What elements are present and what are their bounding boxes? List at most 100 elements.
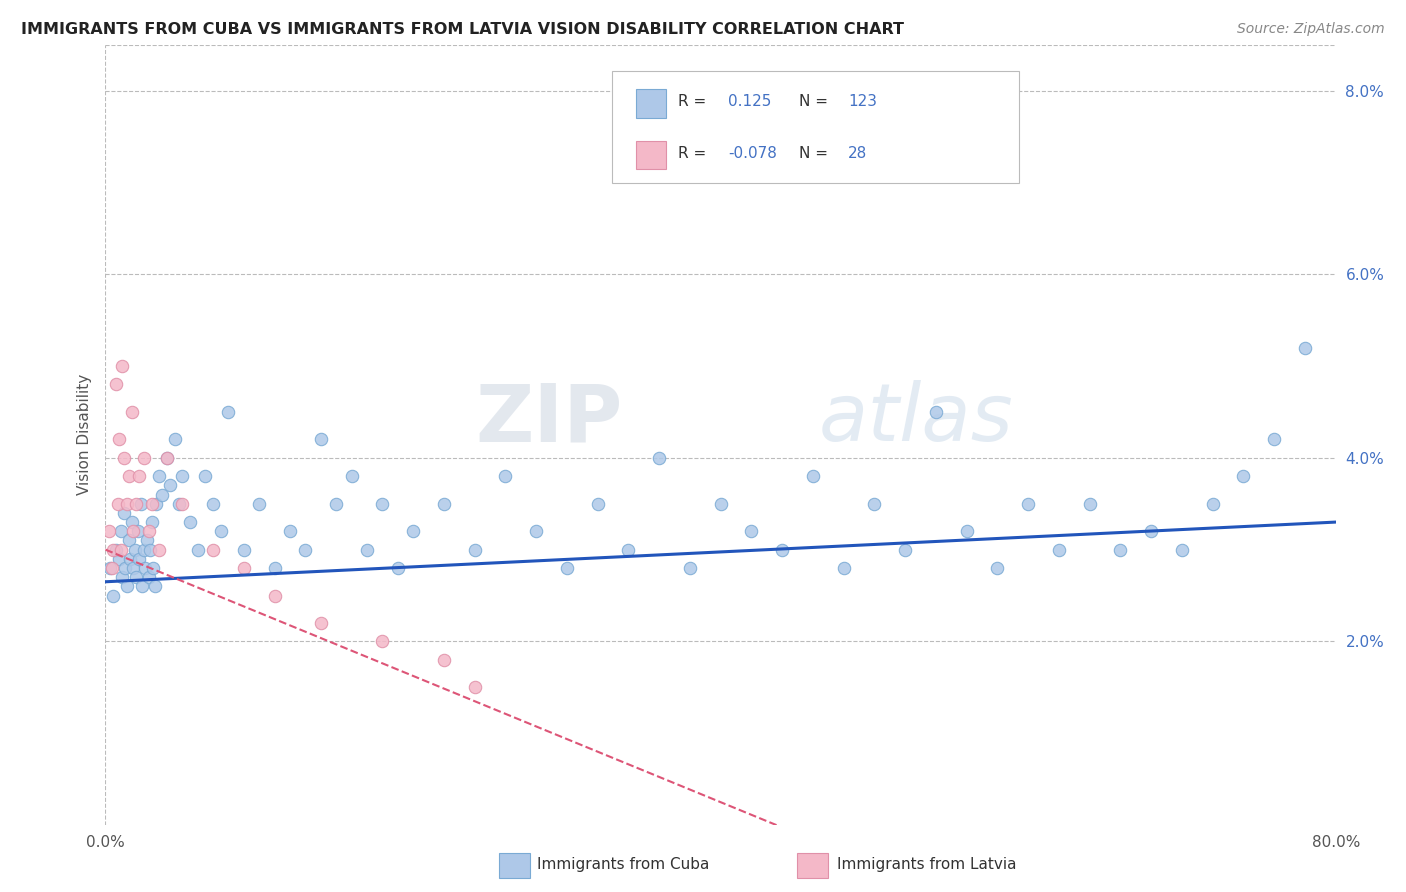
Point [124, 542, 146, 557]
Point [127, 524, 149, 539]
Point [187, 542, 209, 557]
Point [97, 524, 120, 539]
Point [209, 524, 232, 539]
Point [247, 497, 270, 511]
Point [710, 497, 733, 511]
Text: ZIP: ZIP [475, 380, 621, 458]
Point [586, 497, 609, 511]
Point [143, 579, 166, 593]
Point [114, 561, 136, 575]
Text: Source: ZipAtlas.com: Source: ZipAtlas.com [1237, 22, 1385, 37]
Point [120, 551, 141, 566]
Point [122, 561, 145, 575]
Point [232, 542, 254, 557]
Point [150, 487, 173, 501]
Point [111, 570, 134, 584]
Point [832, 561, 855, 575]
Text: 28: 28 [848, 145, 868, 161]
Point [172, 497, 194, 511]
Point [129, 497, 152, 511]
Point [617, 542, 640, 557]
Point [218, 405, 240, 419]
Point [1078, 497, 1101, 511]
Point [679, 561, 702, 575]
Point [115, 497, 138, 511]
Point [1171, 542, 1194, 557]
Point [325, 497, 347, 511]
Point [148, 542, 170, 557]
Point [107, 497, 129, 511]
Point [125, 497, 148, 511]
Point [1263, 433, 1285, 447]
Point [986, 561, 1008, 575]
Point [138, 524, 160, 539]
Point [98, 561, 121, 575]
Point [121, 515, 143, 529]
Point [132, 542, 155, 557]
Point [555, 561, 578, 575]
Point [1017, 497, 1039, 511]
Point [925, 405, 948, 419]
Point [371, 497, 394, 511]
Point [740, 524, 762, 539]
Text: N =: N = [799, 95, 832, 110]
Point [294, 542, 316, 557]
Point [101, 542, 124, 557]
Point [156, 450, 179, 465]
Point [122, 524, 145, 539]
Point [433, 653, 456, 667]
Point [356, 542, 378, 557]
Point [263, 561, 285, 575]
Point [1232, 469, 1254, 483]
Point [433, 497, 456, 511]
Point [172, 469, 194, 483]
Point [340, 469, 363, 483]
Point [111, 359, 134, 373]
Text: -0.078: -0.078 [728, 145, 778, 161]
Point [309, 616, 332, 631]
Text: R =: R = [678, 145, 711, 161]
Point [131, 579, 153, 593]
Point [371, 634, 394, 648]
Point [179, 515, 201, 529]
Point [202, 497, 225, 511]
Point [801, 469, 824, 483]
Point [117, 533, 139, 548]
Point [309, 433, 332, 447]
Point [100, 561, 122, 575]
Point [494, 469, 516, 483]
Point [148, 469, 170, 483]
Point [863, 497, 886, 511]
Point [117, 469, 139, 483]
Point [110, 542, 132, 557]
Text: Immigrants from Latvia: Immigrants from Latvia [837, 857, 1017, 871]
Point [132, 450, 155, 465]
Text: 0.125: 0.125 [728, 95, 772, 110]
Text: atlas: atlas [818, 380, 1014, 458]
Point [105, 377, 128, 392]
Point [387, 561, 409, 575]
Point [112, 450, 135, 465]
Point [402, 524, 425, 539]
Point [894, 542, 917, 557]
Point [108, 551, 131, 566]
Point [1109, 542, 1132, 557]
Point [141, 515, 163, 529]
Point [145, 497, 167, 511]
Point [464, 681, 486, 695]
Point [1047, 542, 1070, 557]
Point [163, 433, 186, 447]
Point [1294, 341, 1316, 355]
Text: N =: N = [799, 145, 832, 161]
Y-axis label: Vision Disability: Vision Disability [76, 375, 91, 495]
Text: IMMIGRANTS FROM CUBA VS IMMIGRANTS FROM LATVIA VISION DISABILITY CORRELATION CHA: IMMIGRANTS FROM CUBA VS IMMIGRANTS FROM … [21, 22, 904, 37]
Point [156, 450, 179, 465]
Text: R =: R = [678, 95, 711, 110]
Point [105, 542, 128, 557]
Point [194, 469, 217, 483]
Point [112, 506, 135, 520]
Point [136, 533, 159, 548]
Point [202, 542, 225, 557]
Point [464, 542, 486, 557]
Point [278, 524, 301, 539]
